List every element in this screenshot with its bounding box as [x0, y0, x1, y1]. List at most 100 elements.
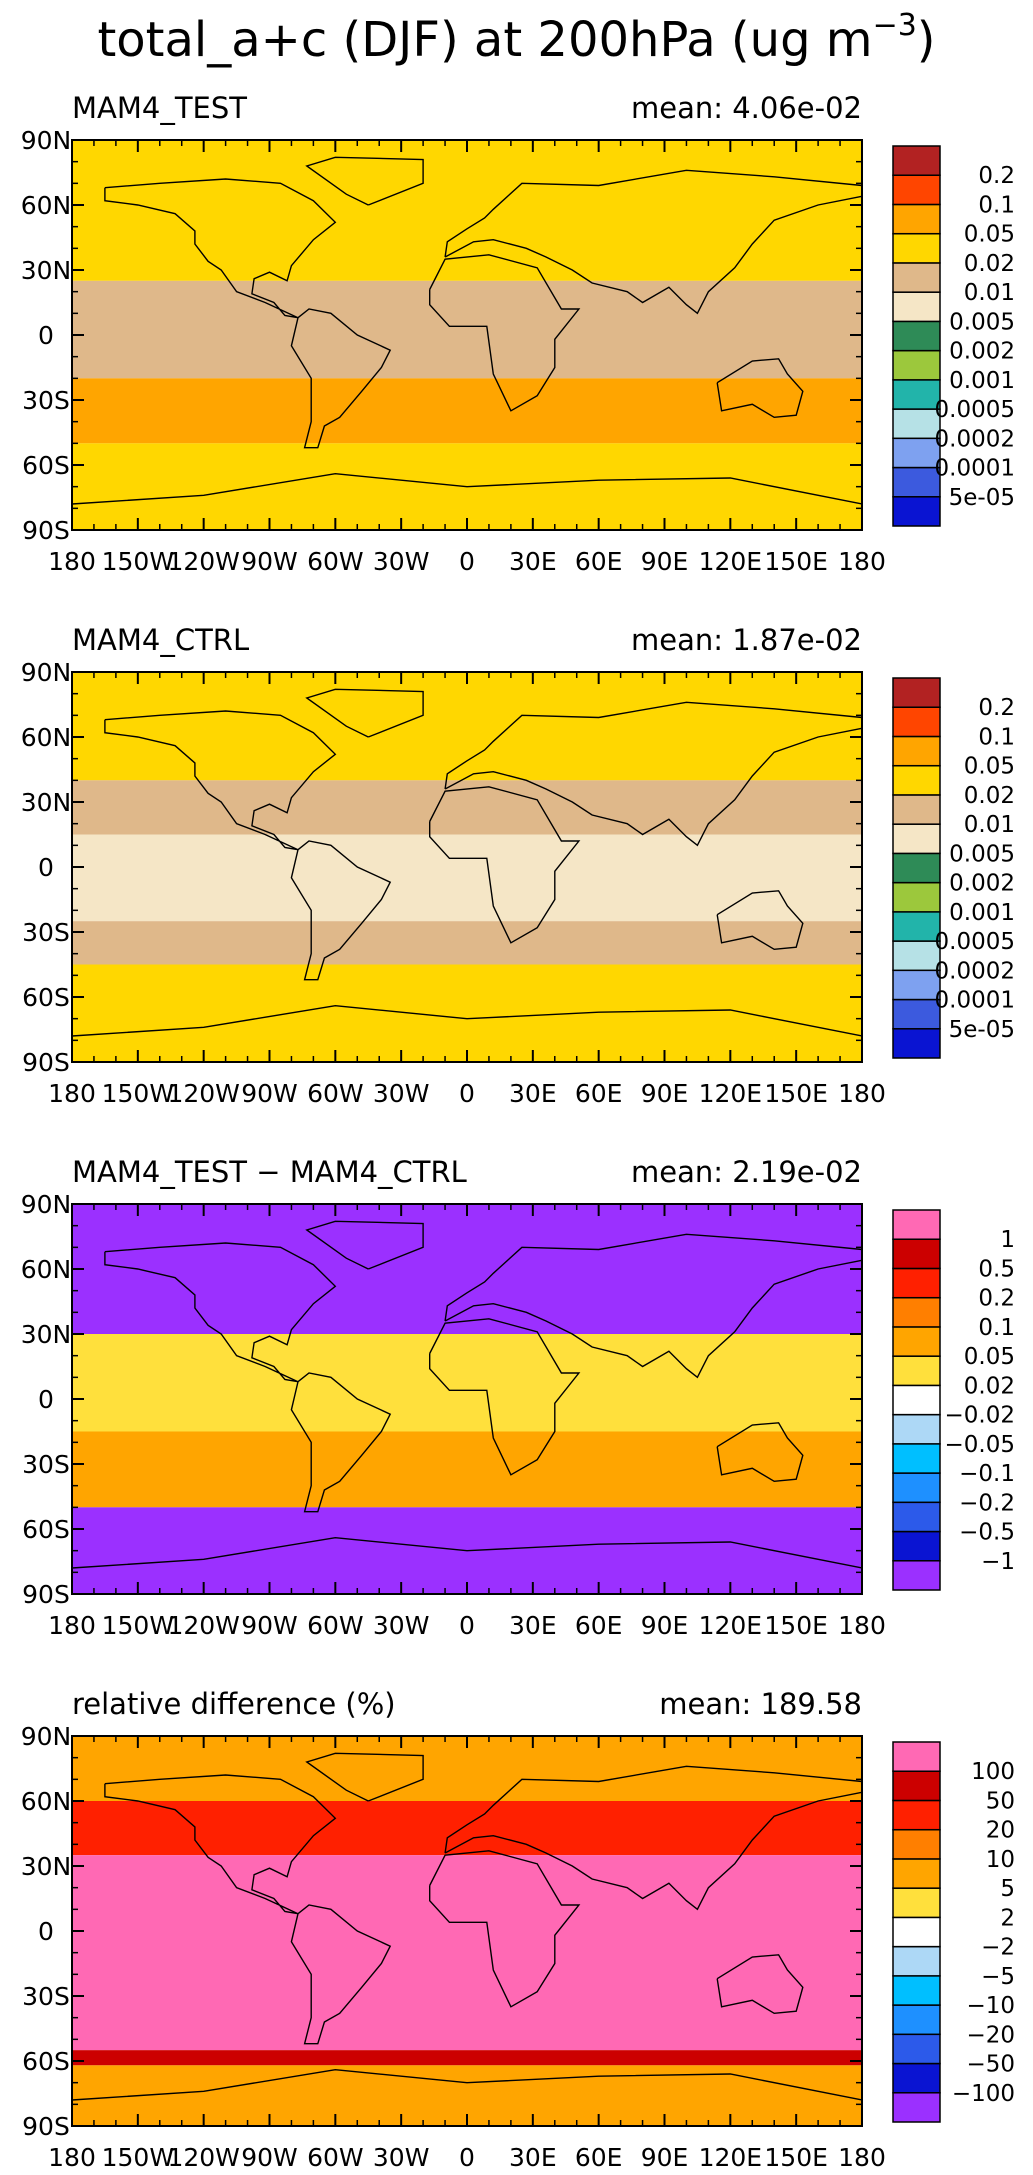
colorbar-label: 0.01 — [964, 812, 1015, 838]
field-band — [72, 1801, 862, 1856]
lat-tick-label: 30S — [22, 1450, 70, 1479]
coastline — [716, 1422, 804, 1483]
colorbar-swatch — [892, 2092, 941, 2123]
field — [72, 1736, 862, 2126]
colorbar-swatch — [892, 1472, 941, 1504]
field-band — [72, 237, 862, 281]
colorbar-label: −0.1 — [959, 1461, 1015, 1487]
colorbar-label: 0.02 — [964, 1373, 1015, 1399]
lon-tick-label: 120W — [167, 1079, 239, 1108]
lat-tick-label: 0 — [38, 1385, 54, 1414]
lon-tick-label: 150W — [102, 1611, 174, 1640]
colorbar-label: −0.2 — [959, 1490, 1015, 1516]
lon-tick-label: 120W — [167, 2143, 239, 2172]
lon-tick-label: 60W — [307, 2143, 364, 2172]
colorbar-label: 0.002 — [949, 871, 1015, 897]
lon-tick-label: 90W — [241, 1611, 298, 1640]
colorbar-label: −50 — [966, 2052, 1015, 2078]
colorbar-swatch — [892, 291, 941, 323]
colorbar-swatch — [892, 911, 941, 942]
panel-mean: mean: 1.87e-02 — [631, 623, 862, 657]
coastline — [72, 1004, 862, 1037]
lon-tick-label: 60W — [307, 1611, 364, 1640]
lon-tick-label: 180 — [48, 1079, 96, 1108]
field-band — [72, 1855, 862, 2051]
colorbar-swatch — [892, 2062, 941, 2094]
colorbar-swatch — [892, 262, 941, 293]
colorbar-label: 0.05 — [964, 1344, 1015, 1370]
lat-tick-label: 0 — [38, 853, 54, 882]
lon-tick-label: 150E — [764, 1611, 828, 1640]
colorbar-swatch — [892, 1799, 941, 1831]
lat-tick-label: 30N — [21, 788, 72, 817]
colorbar-swatch — [892, 379, 941, 410]
field-band — [72, 921, 862, 965]
colorbar-label: 0.0005 — [935, 397, 1015, 423]
colorbar-swatch — [892, 1975, 941, 2006]
lon-tick-label: 150E — [764, 2143, 828, 2172]
lon-tick-label: 120E — [699, 547, 763, 576]
colorbar-swatch — [892, 881, 941, 913]
lon-tick-label: 120W — [167, 547, 239, 576]
colorbar-label: 5e-05 — [949, 485, 1015, 511]
coastline — [104, 1774, 337, 1915]
lon-tick-label: 180 — [48, 2143, 96, 2172]
lon-tick-label: 60W — [307, 1079, 364, 1108]
lon-tick-label: 90E — [641, 547, 689, 576]
lat-tick-label: 0 — [38, 321, 54, 350]
lon-tick-label: 120W — [167, 1611, 239, 1640]
colorbar-swatch — [892, 677, 941, 708]
lon-tick-label: 60E — [575, 1079, 623, 1108]
lat-tick-label: 90S — [22, 1048, 70, 1077]
colorbar-swatch — [892, 466, 941, 498]
lat-tick-label: 60N — [21, 723, 72, 752]
colorbar-label: −2 — [981, 1935, 1015, 1961]
lon-tick-label: 180 — [838, 2143, 886, 2172]
lon-tick-label: 0 — [459, 547, 475, 576]
coastline — [716, 1954, 804, 2015]
field — [72, 140, 862, 530]
lon-tick-label: 60E — [575, 2143, 623, 2172]
colorbar-label: 10 — [986, 1847, 1015, 1873]
colorbar-label: −1 — [981, 1549, 1015, 1575]
lon-tick-label: 30W — [373, 547, 430, 576]
colorbar-swatch — [892, 437, 941, 469]
colorbar-swatch — [892, 1501, 941, 1533]
colorbar-swatch — [892, 1945, 941, 1977]
field-band — [72, 964, 862, 1062]
lat-tick-label: 90S — [22, 1580, 70, 1609]
field — [72, 672, 862, 1062]
colorbar-swatch — [892, 408, 941, 440]
colorbar-label: 0.002 — [949, 339, 1015, 365]
colorbar-swatch — [892, 1355, 941, 1387]
colorbar-label: 0.02 — [964, 783, 1015, 809]
lon-tick-label: 30E — [509, 1611, 557, 1640]
colorbar-swatch — [892, 1916, 941, 1948]
coastline — [305, 156, 424, 206]
colorbar-label: 0.2 — [978, 163, 1015, 189]
lon-tick-label: 180 — [838, 1079, 886, 1108]
colorbar-swatch — [892, 145, 941, 176]
lon-tick-label: 30W — [373, 1611, 430, 1640]
colorbar-label: 20 — [986, 1818, 1015, 1844]
field-band — [72, 834, 862, 922]
map-panel-2: MAM4_CTRL mean: 1.87e-02 90N 60N 30N 0 30S 60S 9… — [21, 623, 1015, 1108]
lon-tick-label: 150W — [102, 1079, 174, 1108]
coastline — [290, 1904, 392, 2045]
coastline — [444, 701, 862, 847]
lat-tick-label: 30S — [22, 386, 70, 415]
colorbar-label: 0.005 — [949, 309, 1015, 335]
panel-mean: mean: 4.06e-02 — [631, 91, 862, 125]
colorbar-swatch — [892, 852, 941, 884]
colorbar-label: 0.05 — [964, 754, 1015, 780]
field-band — [72, 1334, 862, 1432]
colorbar-label: 5 — [1000, 1876, 1015, 1902]
colorbar-label: −10 — [966, 1993, 1015, 2019]
field-band — [72, 378, 862, 444]
lat-tick-label: 90S — [22, 2112, 70, 2141]
colorbar-swatch — [892, 203, 941, 235]
colorbar-label: −0.02 — [945, 1403, 1015, 1429]
lon-tick-label: 90E — [641, 2143, 689, 2172]
lon-tick-label: 30E — [509, 2143, 557, 2172]
lon-tick-label: 120E — [699, 2143, 763, 2172]
